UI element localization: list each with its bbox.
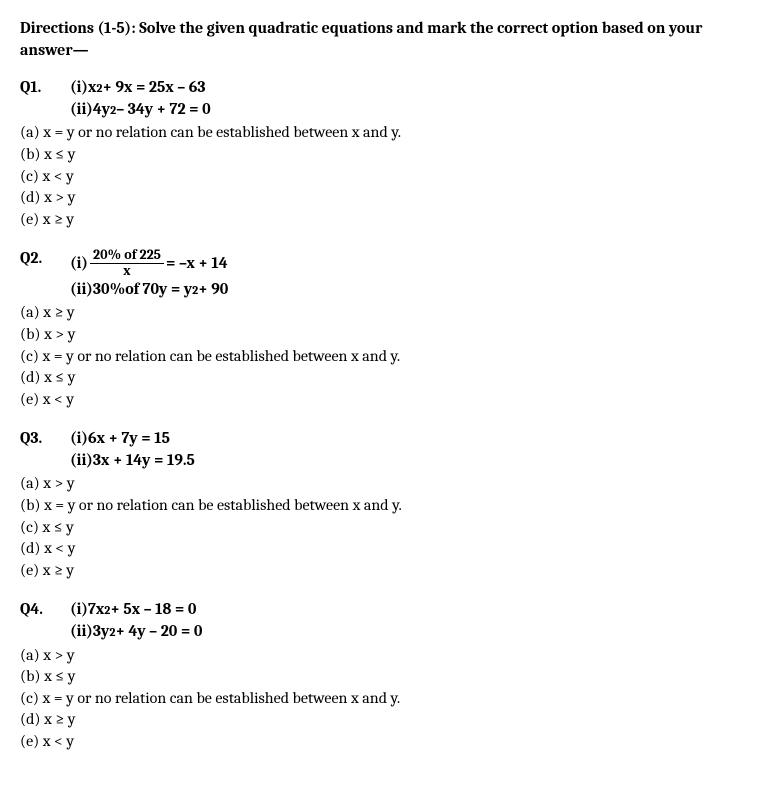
options-list: (a) x ≥ y (b) x > y (c) x = y or no rela… <box>20 302 749 410</box>
question-3: Q3. (i) 6x + 7y = 15 (ii) 3x + 14y = 19.… <box>20 428 749 581</box>
option-e: (e) x ≥ y <box>20 560 749 582</box>
option-a: (a) x = y or no relation can be establis… <box>20 122 749 144</box>
option-d: (d) x < y <box>20 538 749 560</box>
options-list: (a) x > y (b) x ≤ y (c) x = y or no rela… <box>20 645 749 753</box>
option-e: (e) x ≥ y <box>20 209 749 231</box>
options-list: (a) x > y (b) x = y or no relation can b… <box>20 473 749 581</box>
option-c: (c) x ≤ y <box>20 517 749 539</box>
option-a: (a) x > y <box>20 473 749 495</box>
option-d: (d) x ≤ y <box>20 367 749 389</box>
option-d: (d) x > y <box>20 187 749 209</box>
equation-1: (i) x2 + 9x = 25x – 63 <box>70 77 211 99</box>
equation-1: (i) 6x + 7y = 15 <box>70 428 195 450</box>
equation-2: (ii) 3y2 + 4y – 20 = 0 <box>70 621 202 643</box>
option-a: (a) x > y <box>20 645 749 667</box>
question-number: Q4. <box>20 599 70 621</box>
option-c: (c) x = y or no relation can be establis… <box>20 346 749 368</box>
question-number: Q3. <box>20 428 70 450</box>
fraction: 20% of 225 x <box>90 248 164 278</box>
options-list: (a) x = y or no relation can be establis… <box>20 122 749 230</box>
equation-1: (i) 20% of 225 x = –x + 14 <box>70 248 228 278</box>
option-e: (e) x < y <box>20 389 749 411</box>
option-d: (d) x ≥ y <box>20 709 749 731</box>
option-b: (b) x > y <box>20 324 749 346</box>
question-number: Q2. <box>20 248 70 270</box>
equation-2: (ii) 3x + 14y = 19.5 <box>70 450 195 472</box>
option-c: (c) x < y <box>20 166 749 188</box>
question-number: Q1. <box>20 77 70 99</box>
option-b: (b) x ≤ y <box>20 666 749 688</box>
option-e: (e) x < y <box>20 731 749 753</box>
option-b: (b) x ≤ y <box>20 144 749 166</box>
question-4: Q4. (i) 7x2 + 5x – 18 = 0 (ii) 3y2 + 4y … <box>20 599 749 752</box>
equation-1: (i) 7x2 + 5x – 18 = 0 <box>70 599 202 621</box>
equation-2: (ii) 4y2 – 34y + 72 = 0 <box>70 99 211 121</box>
question-2: Q2. (i) 20% of 225 x = –x + 14 (ii) 30%o… <box>20 248 749 410</box>
directions-text: Directions (1-5): Solve the given quadra… <box>20 18 749 61</box>
question-1: Q1. (i) x2 + 9x = 25x – 63 (ii) 4y2 – 34… <box>20 77 749 230</box>
option-b: (b) x = y or no relation can be establis… <box>20 495 749 517</box>
equation-2: (ii) 30%of 70y = y2 + 90 <box>70 279 228 301</box>
option-c: (c) x = y or no relation can be establis… <box>20 688 749 710</box>
option-a: (a) x ≥ y <box>20 302 749 324</box>
